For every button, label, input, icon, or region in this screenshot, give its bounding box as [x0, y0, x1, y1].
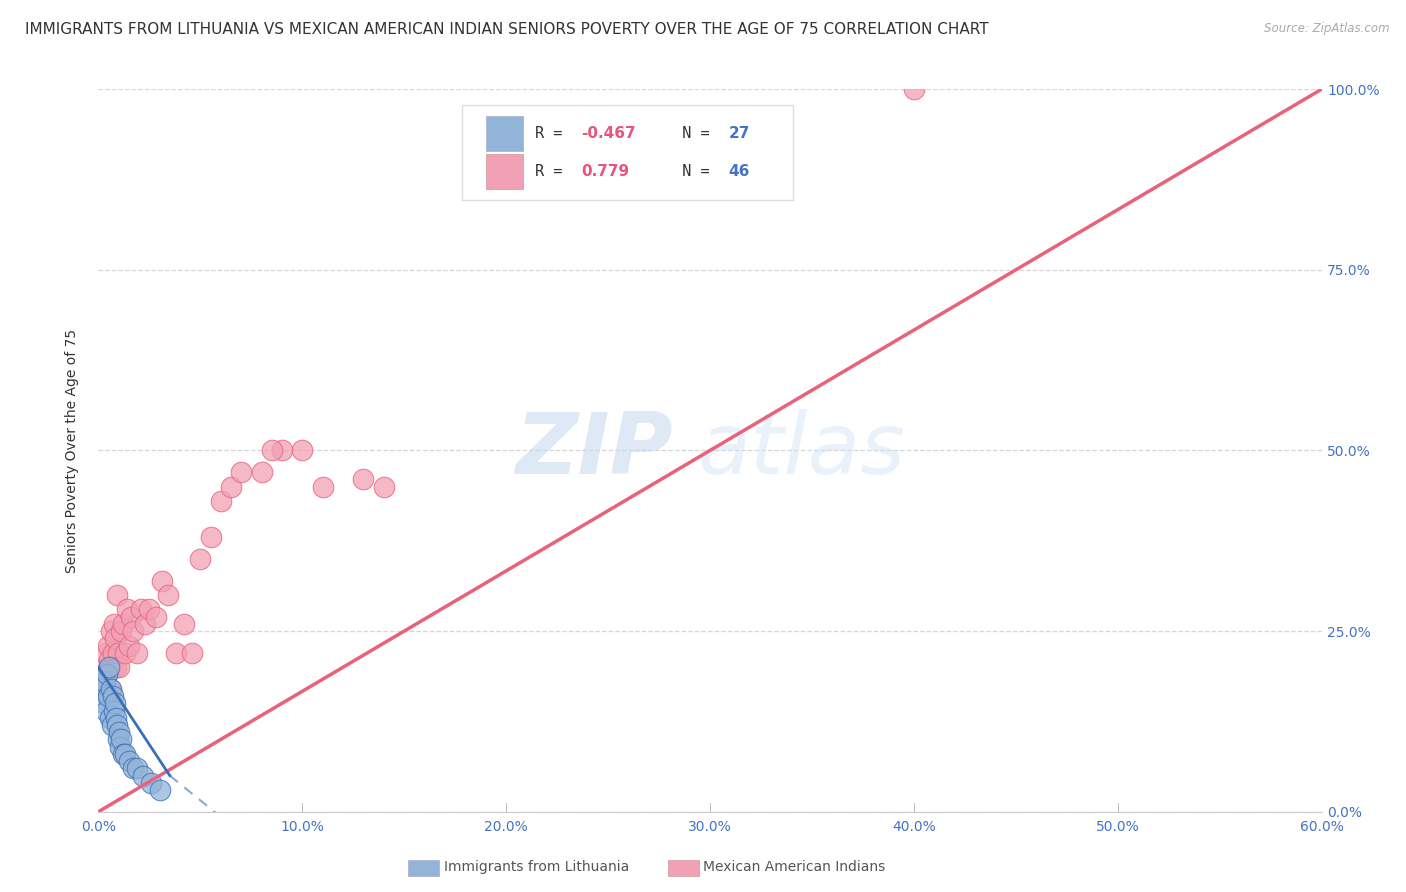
Point — [200, 530, 222, 544]
Point — [181, 646, 204, 660]
Point — [108, 739, 131, 754]
Point — [100, 660, 122, 674]
Y-axis label: Seniors Poverty Over the Age of 75: Seniors Poverty Over the Age of 75 — [65, 328, 79, 573]
Point — [165, 646, 187, 660]
Point — [132, 769, 155, 783]
Point — [107, 732, 129, 747]
Point — [110, 732, 132, 747]
Point — [97, 689, 120, 703]
Point — [312, 480, 335, 494]
Point — [149, 783, 172, 797]
Point — [94, 646, 117, 660]
Point — [188, 551, 212, 566]
Text: Immigrants from Lithuania: Immigrants from Lithuania — [444, 860, 630, 874]
Point — [104, 696, 127, 710]
Point — [96, 667, 118, 681]
Point — [91, 674, 114, 689]
Point — [104, 711, 127, 725]
Point — [373, 480, 395, 494]
Point — [127, 761, 149, 775]
Text: N =: N = — [664, 164, 718, 179]
Text: ZIP: ZIP — [516, 409, 673, 492]
Point — [270, 443, 294, 458]
Point — [111, 616, 134, 631]
Point — [97, 653, 120, 667]
Point — [260, 443, 283, 458]
Point — [141, 776, 163, 790]
Point — [156, 588, 179, 602]
Text: Mexican American Indians: Mexican American Indians — [703, 860, 886, 874]
Point — [231, 465, 253, 479]
Point — [105, 588, 128, 602]
Point — [107, 646, 129, 660]
Text: atlas: atlas — [697, 409, 905, 492]
FancyBboxPatch shape — [486, 116, 523, 151]
Point — [103, 616, 125, 631]
Text: 27: 27 — [728, 126, 749, 141]
Point — [250, 465, 273, 479]
Point — [104, 632, 127, 646]
Point — [105, 718, 128, 732]
Point — [108, 660, 131, 674]
Point — [103, 704, 125, 718]
Point — [129, 602, 152, 616]
Text: 0.779: 0.779 — [582, 164, 630, 179]
Point — [903, 82, 925, 96]
FancyBboxPatch shape — [461, 105, 793, 200]
Point — [110, 624, 132, 639]
Point — [115, 602, 138, 616]
Point — [97, 639, 120, 653]
Point — [120, 609, 142, 624]
Point — [111, 747, 134, 761]
Point — [97, 660, 120, 674]
Text: N =: N = — [664, 126, 718, 141]
Point — [100, 681, 122, 696]
Point — [114, 646, 136, 660]
Point — [150, 574, 173, 588]
Point — [173, 616, 195, 631]
Point — [145, 609, 167, 624]
Text: 46: 46 — [728, 164, 749, 179]
Point — [138, 602, 160, 616]
Text: R =: R = — [536, 126, 572, 141]
Text: -0.467: -0.467 — [582, 126, 637, 141]
Point — [122, 624, 145, 639]
Point — [94, 704, 117, 718]
Point — [219, 480, 242, 494]
Point — [118, 639, 141, 653]
Point — [96, 667, 118, 681]
Point — [209, 494, 232, 508]
Text: Source: ZipAtlas.com: Source: ZipAtlas.com — [1264, 22, 1389, 36]
Point — [127, 646, 149, 660]
Point — [114, 747, 136, 761]
Text: IMMIGRANTS FROM LITHUANIA VS MEXICAN AMERICAN INDIAN SENIORS POVERTY OVER THE AG: IMMIGRANTS FROM LITHUANIA VS MEXICAN AME… — [25, 22, 988, 37]
Point — [98, 711, 121, 725]
Point — [101, 689, 124, 703]
Point — [93, 660, 115, 674]
Point — [122, 761, 145, 775]
Point — [90, 681, 112, 696]
Point — [291, 443, 314, 458]
Point — [93, 674, 115, 689]
Point — [98, 681, 121, 696]
Text: R =: R = — [536, 164, 581, 179]
FancyBboxPatch shape — [486, 154, 523, 189]
Point — [134, 616, 156, 631]
Point — [101, 646, 124, 660]
Point — [352, 472, 374, 486]
Point — [100, 718, 122, 732]
Point — [93, 696, 115, 710]
Point — [118, 754, 141, 768]
Point — [104, 660, 127, 674]
Point — [100, 624, 122, 639]
Point — [108, 725, 131, 739]
